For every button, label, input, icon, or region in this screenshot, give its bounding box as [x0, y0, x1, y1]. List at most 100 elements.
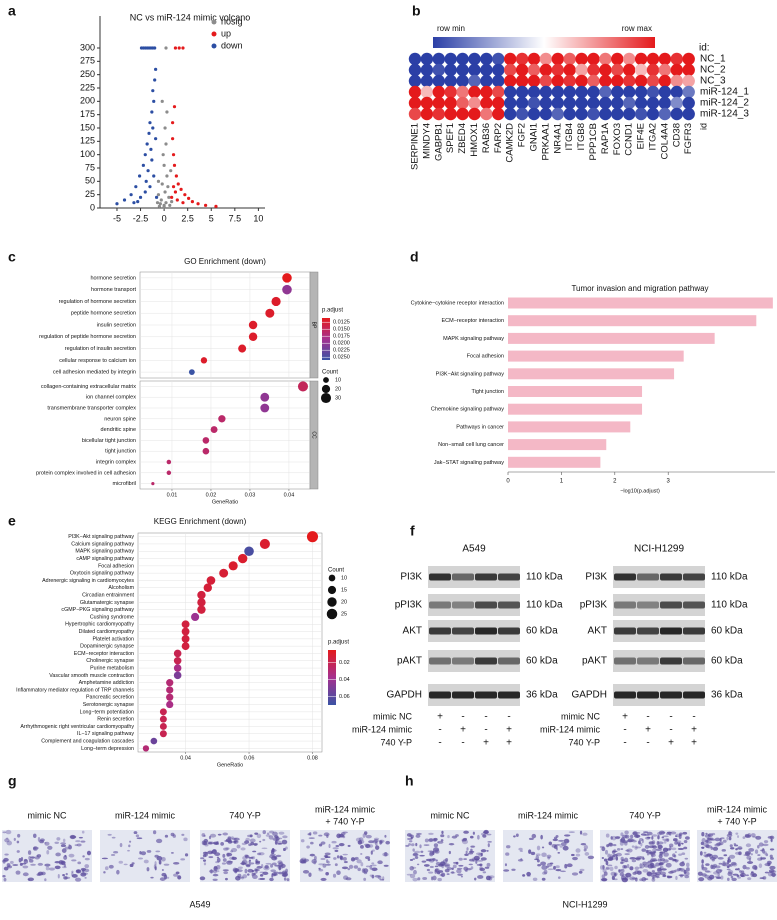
cell	[623, 857, 629, 863]
size-label: 20	[335, 386, 341, 392]
cell	[47, 845, 53, 850]
band	[614, 601, 636, 609]
cell	[444, 863, 451, 868]
cell	[475, 852, 483, 856]
cell	[618, 869, 621, 873]
cell	[163, 863, 170, 866]
cell	[607, 853, 611, 858]
dot	[166, 459, 172, 465]
bar	[508, 315, 757, 327]
point	[158, 202, 162, 206]
heat-cell	[420, 52, 434, 66]
cell	[477, 874, 484, 879]
cell	[307, 833, 312, 836]
y-tick-label: Cushing syndrome	[90, 614, 134, 620]
cell	[166, 876, 170, 879]
cell	[371, 862, 375, 865]
cell	[212, 878, 218, 881]
cell	[368, 840, 374, 844]
cell	[222, 869, 229, 872]
size-key	[327, 585, 337, 595]
heat-cell	[587, 96, 600, 110]
cell	[369, 864, 373, 870]
cell	[358, 837, 364, 841]
cell	[375, 845, 380, 850]
cell	[657, 841, 664, 845]
cell	[721, 849, 726, 852]
heat-cell	[504, 52, 517, 66]
cell	[564, 863, 568, 869]
heat-cell	[575, 52, 588, 66]
cell	[161, 868, 164, 871]
heat-cell	[634, 74, 648, 88]
cell	[629, 856, 636, 860]
y-tick-label: dendritic spine	[101, 427, 136, 433]
protein-label: pAKT	[397, 656, 422, 667]
cell	[164, 874, 168, 880]
cell	[237, 876, 244, 879]
cell	[452, 864, 457, 869]
cell	[683, 846, 688, 850]
dot	[219, 568, 229, 578]
cell	[683, 840, 688, 844]
cell	[583, 848, 587, 852]
dot	[159, 722, 167, 730]
heat-cell	[539, 85, 553, 99]
y-tick-label: Pancreatic secretion	[86, 695, 134, 701]
cell	[44, 842, 47, 844]
treatment-sign: -	[646, 712, 649, 723]
heat-cell	[408, 63, 422, 77]
column-label: CD38	[671, 123, 682, 147]
row-label: NC_2	[700, 65, 726, 76]
treatment-sign: -	[438, 725, 441, 736]
cell	[657, 835, 660, 840]
protein-label: PI3K	[585, 572, 607, 583]
chart-title: KEGG Enrichment (down)	[154, 517, 247, 526]
cell	[255, 861, 260, 865]
y-tick-label: 50	[85, 176, 95, 186]
cell	[621, 877, 628, 883]
cell	[650, 857, 657, 861]
heat-cell	[623, 107, 636, 121]
cell	[274, 840, 278, 845]
cell	[208, 856, 214, 859]
cell	[763, 840, 769, 844]
band	[475, 657, 497, 665]
cell	[240, 862, 247, 865]
heat-cell	[658, 52, 672, 66]
cell	[150, 876, 154, 879]
cell	[631, 845, 635, 848]
protein-label: AKT	[588, 626, 607, 637]
cell	[622, 840, 629, 844]
cell	[248, 859, 251, 862]
cell	[332, 847, 339, 850]
cell	[428, 838, 436, 842]
cell	[758, 842, 764, 847]
cell	[340, 834, 346, 838]
condition-label: + 740 Y-P	[325, 816, 364, 826]
cell	[766, 860, 772, 865]
heat-cell	[492, 74, 505, 88]
heat-cell	[623, 52, 636, 66]
cell	[379, 840, 383, 844]
condition-label: mimic NC	[28, 810, 67, 820]
cell	[371, 849, 375, 852]
heat-cell	[623, 96, 636, 110]
cell	[58, 860, 64, 865]
cell	[719, 837, 722, 842]
cell	[54, 841, 60, 844]
point	[167, 195, 171, 199]
row-label: miR-124_2	[700, 98, 749, 109]
cell	[249, 838, 256, 843]
cell	[603, 871, 608, 876]
cell	[419, 844, 422, 849]
panel-label: d	[410, 249, 419, 265]
cell	[651, 834, 658, 837]
facet-strip	[309, 380, 319, 490]
cell	[146, 849, 152, 853]
cell	[154, 866, 157, 871]
cell	[237, 866, 243, 869]
point	[153, 46, 157, 50]
y-tick-label: hormone secretion	[90, 275, 136, 281]
cell	[28, 856, 32, 860]
